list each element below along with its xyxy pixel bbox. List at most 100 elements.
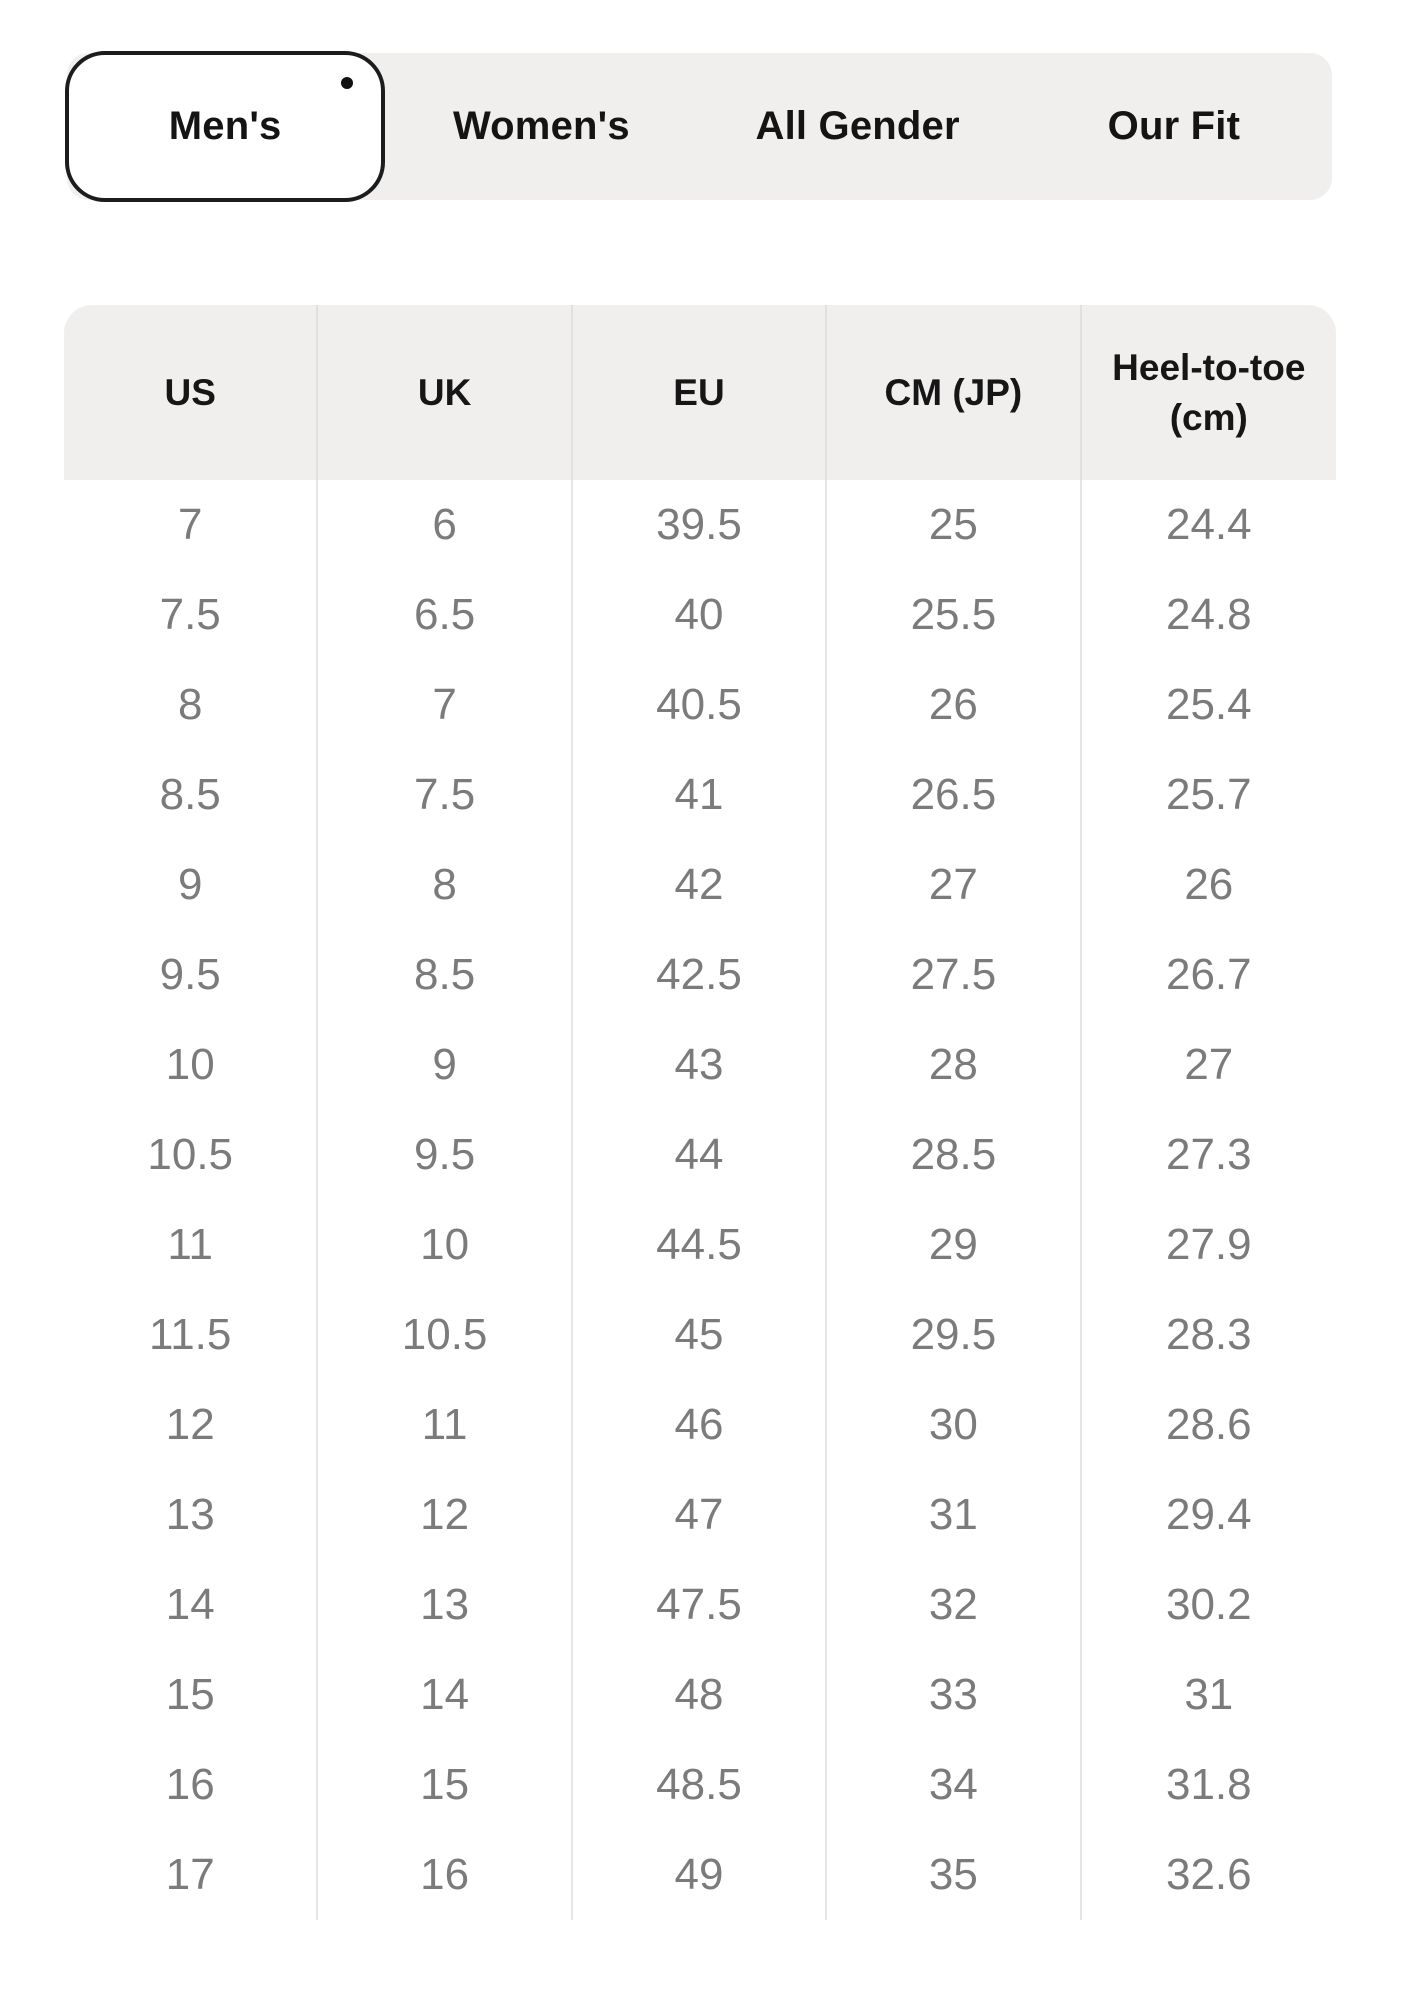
- column-header-uk: UK: [318, 305, 573, 480]
- tab-our-fit[interactable]: Our Fit: [1016, 53, 1332, 200]
- table-row: 16 15 48.5 34 31.8: [64, 1740, 1336, 1830]
- tab-all-gender[interactable]: All Gender: [700, 53, 1016, 200]
- table-row: 7.5 6.5 40 25.5 24.8: [64, 570, 1336, 660]
- size-cell: 42.5: [573, 930, 828, 1020]
- size-cell: 31: [827, 1470, 1082, 1560]
- column-header-cm-jp: CM (JP): [827, 305, 1082, 480]
- size-cell: 7.5: [318, 750, 573, 840]
- column-header-eu: EU: [573, 305, 828, 480]
- table-row: 14 13 47.5 32 30.2: [64, 1560, 1336, 1650]
- tab-womens-label: Women's: [452, 104, 630, 148]
- size-chart-table: US UK EU CM (JP) Heel-to-toe (cm) 7 6 39.5…: [64, 305, 1336, 1920]
- tab-mens-label: Men's: [168, 104, 282, 148]
- active-tab-pill: [65, 51, 386, 202]
- size-cell: 27.5: [827, 930, 1082, 1020]
- size-cell: 32.6: [1165, 1850, 1252, 1899]
- tab-all-gender-label: All Gender: [755, 104, 960, 148]
- size-cell: 34: [827, 1740, 1082, 1830]
- size-cell: 31.8: [1165, 1760, 1252, 1809]
- size-cell: 29.5: [827, 1290, 1082, 1380]
- size-cell: 8.5: [64, 750, 319, 840]
- size-cell: 7: [318, 660, 573, 750]
- size-cell: 12: [318, 1470, 573, 1560]
- size-cell: 44.5: [573, 1200, 828, 1290]
- size-cell: 26.5: [827, 750, 1082, 840]
- size-cell: 28.3: [1165, 1310, 1252, 1359]
- table-row: 12 11 46 30 28.6: [64, 1380, 1336, 1470]
- size-cell: 27: [1184, 1040, 1234, 1089]
- size-cell: 8: [318, 840, 573, 930]
- size-cell: 35: [827, 1830, 1082, 1920]
- size-cell: 40: [573, 570, 828, 660]
- size-cell: 42: [573, 840, 828, 930]
- size-cell: 10: [64, 1020, 319, 1110]
- table-row: 8.5 7.5 41 26.5 25.7: [64, 750, 1336, 840]
- size-cell: 16: [318, 1830, 573, 1920]
- size-cell: 45: [573, 1290, 828, 1380]
- column-header-heel-line1: Heel-to-toe: [1112, 346, 1306, 388]
- table-row: 9 8 42 27 26: [64, 840, 1336, 930]
- size-cell: 11: [318, 1380, 573, 1470]
- size-cell: 15: [64, 1650, 319, 1740]
- size-cell: 25.7: [1165, 770, 1252, 819]
- size-cell: 17: [64, 1830, 319, 1920]
- size-cell: 25.5: [827, 570, 1082, 660]
- size-cell: 26: [1184, 860, 1234, 909]
- table-header-row: US UK EU CM (JP) Heel-to-toe (cm): [64, 305, 1336, 480]
- size-cell: 14: [318, 1650, 573, 1740]
- size-cell: 10: [318, 1200, 573, 1290]
- size-cell: 7: [64, 480, 319, 570]
- size-cell: 12: [64, 1380, 319, 1470]
- size-cell: 13: [318, 1560, 573, 1650]
- size-cell: 6: [318, 480, 573, 570]
- column-header-us-label: US: [164, 371, 216, 413]
- table-row: 13 12 47 31 29.4: [64, 1470, 1336, 1560]
- table-row: 17 16 49 35 32.6: [64, 1830, 1336, 1920]
- size-cell: 9: [318, 1020, 573, 1110]
- column-header-cm-jp-label: CM (JP): [884, 371, 1023, 413]
- size-cell: 30: [827, 1380, 1082, 1470]
- table-row: 11.5 10.5 45 29.5 28.3: [64, 1290, 1336, 1380]
- size-cell: 7.5: [64, 570, 319, 660]
- size-cell: 10.5: [64, 1110, 319, 1200]
- column-header-us: US: [64, 305, 319, 480]
- size-cell: 43: [573, 1020, 828, 1110]
- size-cell: 29: [827, 1200, 1082, 1290]
- size-cell: 49: [573, 1830, 828, 1920]
- size-cell: 10.5: [318, 1290, 573, 1380]
- size-cell: 14: [64, 1560, 319, 1650]
- size-cell: 8: [64, 660, 319, 750]
- size-cell: 33: [827, 1650, 1082, 1740]
- size-cell: 28.5: [827, 1110, 1082, 1200]
- size-cell: 47.5: [573, 1560, 828, 1650]
- size-cell: 46: [573, 1380, 828, 1470]
- active-tab-dot-icon: [341, 77, 354, 89]
- size-cell: 26.7: [1165, 950, 1252, 999]
- size-cell: 11.5: [64, 1290, 319, 1380]
- tab-mens[interactable]: Men's: [65, 51, 386, 202]
- gender-tabbar: Men's Women's All Gender Our Fit: [65, 51, 1332, 202]
- size-cell: 26: [827, 660, 1082, 750]
- column-header-heel-line2: (cm): [1169, 396, 1248, 438]
- size-cell: 8.5: [318, 930, 573, 1020]
- tab-womens[interactable]: Women's: [383, 53, 699, 200]
- size-cell: 15: [318, 1740, 573, 1830]
- table-body: 7 6 39.5 25 24.4 7.5 6.5 40 25.5 24.8 8 7 40.5 26 25.4…: [64, 480, 1336, 1920]
- size-cell: 9.5: [64, 930, 319, 1020]
- size-cell: 48: [573, 1650, 828, 1740]
- column-header-eu-label: EU: [673, 371, 725, 413]
- size-cell: 47: [573, 1470, 828, 1560]
- table-row: 10.5 9.5 44 28.5 27.3: [64, 1110, 1336, 1200]
- size-cell: 48.5: [573, 1740, 828, 1830]
- size-cell: 31: [1184, 1670, 1234, 1719]
- table-row: 11 10 44.5 29 27.9: [64, 1200, 1336, 1290]
- size-cell: 27.3: [1165, 1130, 1252, 1179]
- size-cell: 9.5: [318, 1110, 573, 1200]
- size-cell: 24.8: [1165, 590, 1252, 639]
- size-cell: 39.5: [573, 480, 828, 570]
- size-cell: 40.5: [573, 660, 828, 750]
- size-cell: 29.4: [1165, 1490, 1252, 1539]
- size-cell: 44: [573, 1110, 828, 1200]
- size-cell: 28: [827, 1020, 1082, 1110]
- tab-our-fit-label: Our Fit: [1107, 104, 1241, 148]
